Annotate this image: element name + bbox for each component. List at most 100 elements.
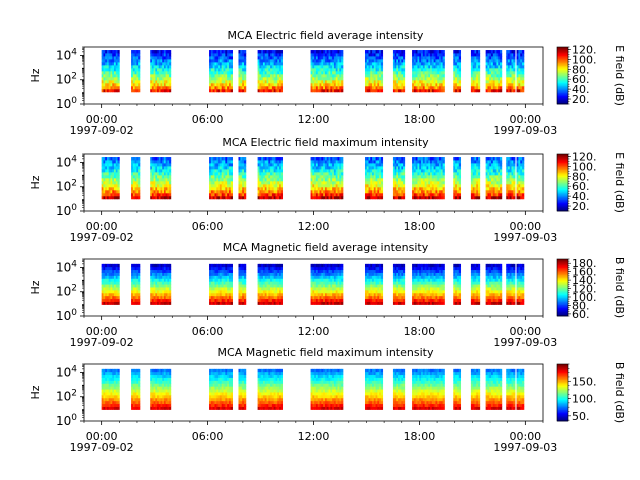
spectrogram-cell [392,195,396,200]
y-tick-label: 104 [56,47,77,62]
spectrogram-cell [157,295,160,300]
chart-title: MCA Magnetic field average intensity [223,241,429,254]
spectrogram-cell [105,287,108,291]
spectrogram-cell [413,171,417,176]
spectrogram-cell [243,298,247,302]
spectrogram-cell [422,53,426,57]
spectrogram-cell [401,160,404,164]
spectrogram-cell [339,166,342,170]
spectrogram-cell [270,281,273,285]
spectrogram-cell [319,67,322,72]
spectrogram-cell [496,163,499,167]
spectrogram-cell [240,64,243,69]
colorbar-step [557,84,568,86]
spectrogram-cell [373,76,376,81]
spectrogram-cell [522,183,525,188]
spectrogram-cell [212,289,215,294]
spectrogram-cell [370,82,373,87]
spectrogram-cell [273,192,276,197]
spectrogram-cell [392,59,396,63]
spectrogram-cell [169,298,172,302]
spectrogram-cell [368,73,371,78]
colorbar-tick-label: 100. [572,160,597,173]
spectrogram-cell [428,82,431,87]
spectrogram-cell [230,82,233,87]
spectrogram-cell [136,287,139,291]
spectrogram-cell [415,82,418,87]
spectrogram-cell [221,166,224,170]
spectrogram-cell [117,82,120,87]
spectrogram-cell [105,272,108,276]
spectrogram-cell [227,289,230,294]
spectrogram-cell [214,85,217,90]
spectrogram-cell [134,287,137,291]
spectrogram-cell [110,295,113,300]
spectrogram-cell [114,275,117,279]
spectrogram-cell [169,50,172,54]
spectrogram-cell [257,73,260,78]
spectrogram-cell [377,88,380,93]
spectrogram-cell [422,82,426,87]
spectrogram-cell [242,76,245,81]
spectrogram-cell [117,281,120,285]
spectrogram-cell [261,168,264,173]
spectrogram-cell [506,61,509,66]
spectrogram-cell [368,76,371,81]
spectrogram-cell [341,163,344,167]
spectrogram-cell [317,168,320,173]
spectrogram-cell [238,269,241,273]
spectrogram-cell [216,163,219,167]
spectrogram-cell [380,76,384,81]
spectrogram-cell [421,157,424,161]
spectrogram-cell [332,50,335,54]
spectrogram-cell [242,189,245,194]
spectrogram-cell [221,82,224,87]
spectrogram-cell [321,79,324,84]
spectrogram-cell [324,64,328,69]
spectrogram-cell [317,70,320,75]
spectrogram-cell [424,171,427,176]
spectrogram-cell [412,70,415,75]
spectrogram-cell [377,186,380,191]
spectrogram-cell [317,50,320,54]
spectrogram-cell [455,67,458,72]
spectrogram-segment [257,263,284,305]
spectrogram-cell [372,50,375,54]
spectrogram-cell [266,76,269,81]
spectrogram-cell [394,67,397,72]
spectrogram-cell [314,67,317,72]
spectrogram-cell [268,183,271,188]
spectrogram-cell [417,189,420,194]
spectrogram-cell [419,82,422,87]
spectrogram-cell [431,50,435,54]
spectrogram-cell [317,157,320,161]
spectrogram-cell [270,70,273,75]
spectrogram-cell [437,50,440,54]
spectrogram-cell [397,171,401,176]
spectrogram-cell [522,192,525,197]
spectrogram-cell [337,171,340,176]
colorbar-step [557,169,568,172]
spectrogram-cell [332,64,335,69]
spectrogram-cell [212,76,215,81]
spectrogram-cell [209,73,212,78]
spectrogram-cell [437,76,440,81]
spectrogram-cell [212,168,215,173]
spectrogram-cell [264,298,267,302]
spectrogram-cell [136,263,139,268]
spectrogram-cell [430,163,433,167]
spectrogram-cell [259,289,262,294]
spectrogram-cell [494,160,497,164]
spectrogram-cell [312,186,315,191]
spectrogram-cell [216,67,219,72]
spectrogram-cell [399,79,402,84]
spectrogram-cell [456,168,460,173]
spectrogram-cell [280,174,284,179]
spectrogram-cell [114,186,117,191]
spectrogram-cell [520,180,523,185]
spectrogram-cell [103,289,106,294]
spectrogram-cell [458,56,462,60]
spectrogram-cell [440,64,444,69]
spectrogram-cell [266,53,269,57]
spectrogram-cell [518,180,521,185]
